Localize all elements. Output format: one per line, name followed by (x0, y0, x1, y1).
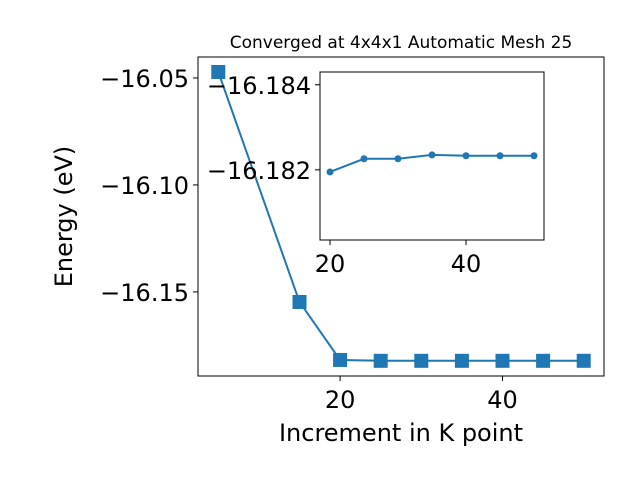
y-tick-label: −16.182 (207, 157, 311, 185)
marker (373, 353, 388, 368)
marker (414, 353, 429, 368)
marker (462, 152, 470, 160)
x-tick-label: 40 (451, 250, 482, 278)
marker (495, 353, 510, 368)
marker (428, 151, 436, 159)
marker (536, 353, 551, 368)
marker (454, 353, 469, 368)
marker (326, 168, 334, 176)
marker (360, 155, 368, 163)
x-axis-label: Increment in K point (279, 419, 523, 447)
chart-title: Converged at 4x4x1 Automatic Mesh 25 (230, 33, 573, 53)
marker (496, 152, 504, 160)
marker (211, 64, 226, 79)
y-axis-label: Energy (eV) (50, 146, 78, 288)
y-tick-label: −16.05 (100, 65, 189, 93)
marker (333, 352, 348, 367)
axes-frame (319, 71, 545, 241)
x-tick-label: 20 (315, 250, 346, 278)
marker (530, 152, 538, 160)
y-tick-label: −16.10 (100, 172, 189, 200)
marker (394, 155, 402, 163)
marker (292, 294, 307, 309)
y-tick-label: −16.184 (207, 72, 311, 100)
axes-frame (197, 56, 605, 377)
y-tick-label: −16.15 (100, 279, 189, 307)
x-tick-label: 40 (487, 386, 518, 414)
marker (576, 353, 591, 368)
x-tick-label: 20 (325, 386, 356, 414)
